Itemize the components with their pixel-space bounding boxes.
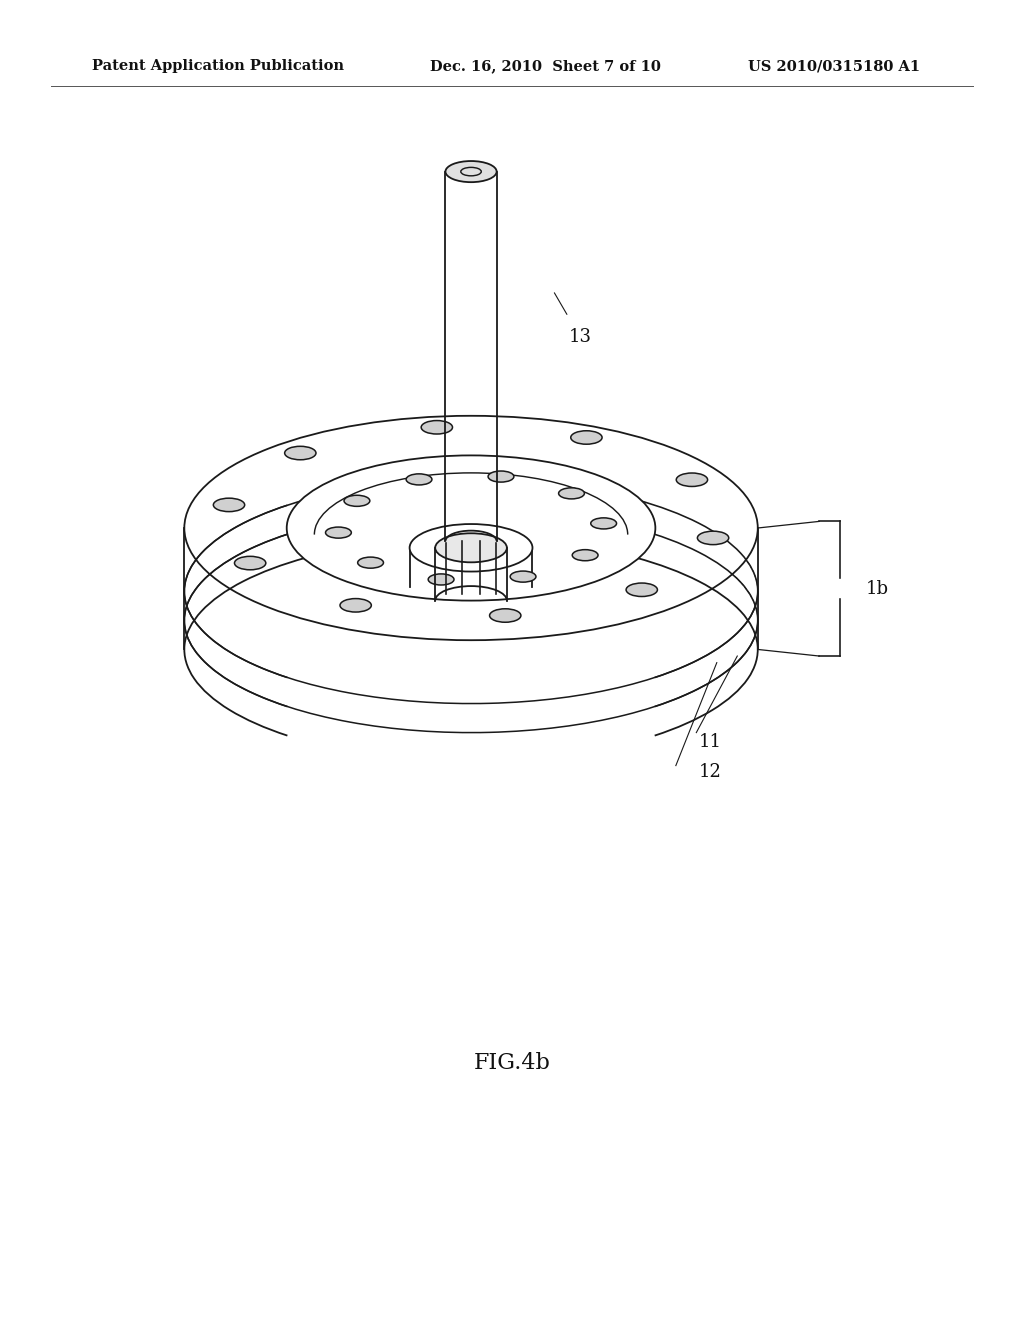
Ellipse shape: [570, 430, 602, 445]
Ellipse shape: [626, 583, 657, 597]
Ellipse shape: [340, 598, 372, 612]
Text: 10: 10: [614, 527, 637, 545]
Ellipse shape: [697, 531, 729, 545]
Ellipse shape: [407, 474, 432, 484]
Ellipse shape: [445, 161, 497, 182]
Ellipse shape: [488, 471, 514, 482]
Ellipse shape: [410, 524, 532, 572]
Ellipse shape: [421, 421, 453, 434]
Text: 1b: 1b: [865, 579, 888, 598]
Ellipse shape: [357, 557, 383, 568]
Ellipse shape: [287, 455, 655, 601]
Ellipse shape: [184, 416, 758, 640]
Text: Dec. 16, 2010  Sheet 7 of 10: Dec. 16, 2010 Sheet 7 of 10: [430, 59, 660, 74]
Text: 11: 11: [698, 733, 721, 751]
Text: 13: 13: [568, 327, 591, 346]
Ellipse shape: [435, 533, 507, 562]
Text: US 2010/0315180 A1: US 2010/0315180 A1: [748, 59, 920, 74]
Ellipse shape: [591, 517, 616, 529]
Text: Patent Application Publication: Patent Application Publication: [92, 59, 344, 74]
Ellipse shape: [428, 574, 454, 585]
Ellipse shape: [572, 549, 598, 561]
Ellipse shape: [184, 537, 758, 762]
Text: 100: 100: [512, 556, 547, 574]
Ellipse shape: [344, 495, 370, 507]
Ellipse shape: [676, 473, 708, 487]
Ellipse shape: [559, 488, 585, 499]
Ellipse shape: [285, 446, 316, 459]
Ellipse shape: [489, 609, 521, 622]
Ellipse shape: [234, 556, 266, 570]
Ellipse shape: [510, 572, 536, 582]
Ellipse shape: [213, 498, 245, 512]
Text: FIG.4b: FIG.4b: [473, 1052, 551, 1073]
Ellipse shape: [326, 527, 351, 539]
Text: 12: 12: [698, 763, 721, 781]
